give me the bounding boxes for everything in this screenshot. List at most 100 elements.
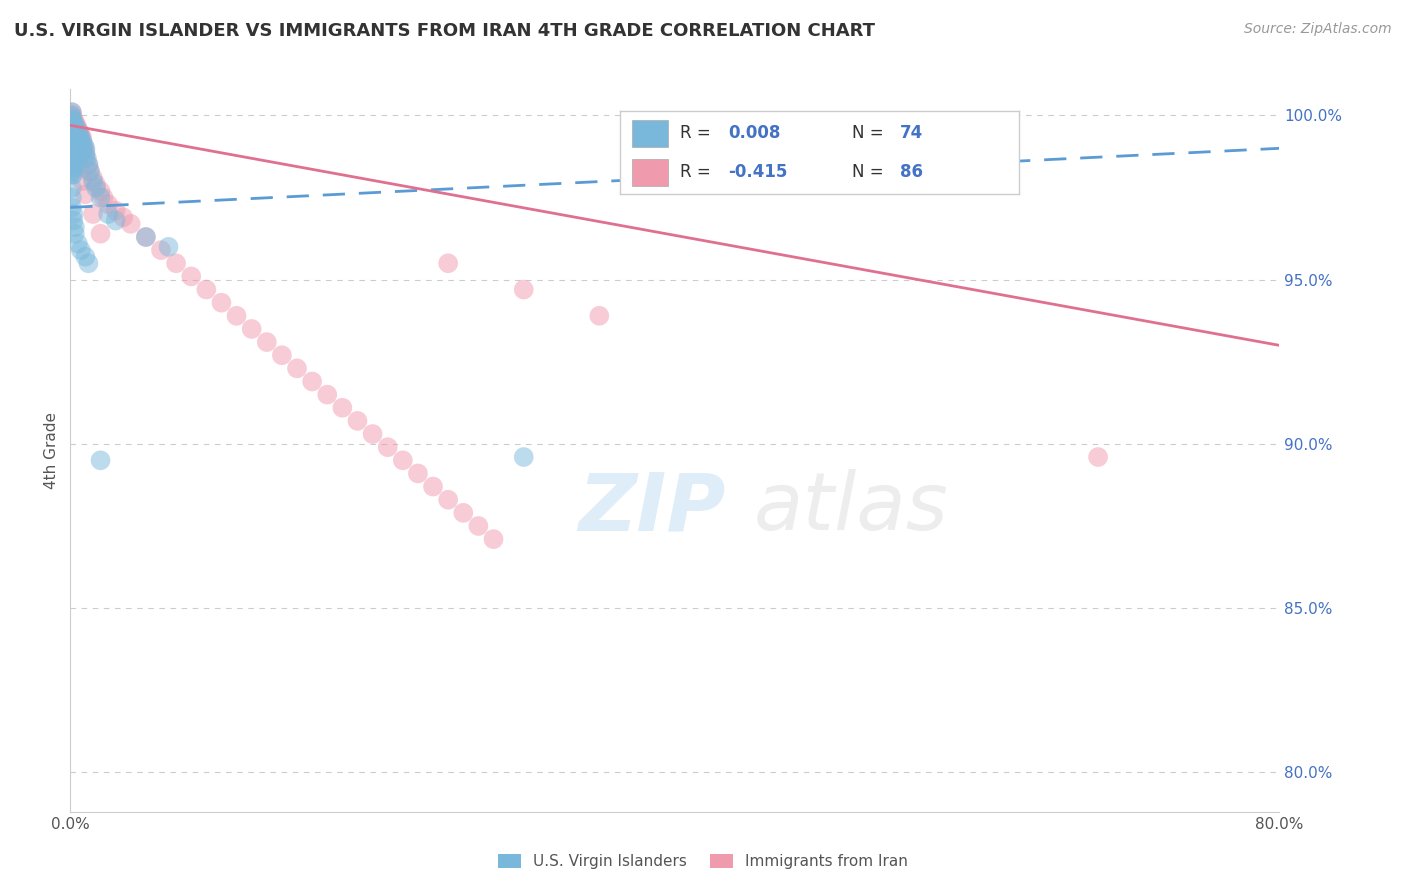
Point [60,164,83,178]
Point [60,151,83,165]
Point [63,128,86,143]
Point [66,125,89,139]
Text: ZIP: ZIP [578,469,725,548]
Point [75,141,97,155]
Point [63,227,86,241]
Point [62,213,84,227]
Point [60,125,83,139]
Point [60,125,83,139]
Point [62,145,84,159]
Point [588,309,610,323]
Point [66,145,89,159]
Point [60,121,83,136]
Point [60,138,83,153]
Point [84,180,107,194]
Point [62,154,84,169]
Legend: U.S. Virgin Islanders, Immigrants from Iran: U.S. Virgin Islanders, Immigrants from I… [492,848,914,875]
Point [406,467,429,481]
Point [482,532,505,546]
Point [75,148,97,162]
Point [73,138,96,153]
Point [60,131,83,145]
Point [77,158,100,172]
Point [377,440,399,454]
Point [60,128,83,143]
Point [67,161,90,175]
Point [1087,450,1109,464]
Point [79,164,101,178]
Point [60,135,83,149]
Point [60,115,83,129]
Point [62,128,84,143]
Point [62,112,84,126]
Point [513,450,536,464]
Point [62,115,84,129]
Point [63,121,86,136]
Point [180,269,202,284]
Point [82,170,104,185]
Point [63,141,86,155]
Point [67,148,90,162]
Point [437,256,460,270]
Point [67,128,90,143]
Point [150,243,172,257]
Point [332,401,354,415]
Point [60,121,83,136]
Point [82,174,104,188]
Point [157,240,180,254]
Point [285,361,308,376]
Point [467,519,489,533]
Point [60,105,83,120]
Point [66,135,89,149]
Point [361,427,384,442]
Point [72,174,94,188]
Text: U.S. VIRGIN ISLANDER VS IMMIGRANTS FROM IRAN 4TH GRADE CORRELATION CHART: U.S. VIRGIN ISLANDER VS IMMIGRANTS FROM … [14,22,875,40]
Point [165,256,187,270]
Point [75,250,97,264]
Point [270,348,294,362]
Point [65,131,87,145]
Point [67,131,90,145]
Point [97,197,120,211]
Point [97,207,120,221]
Point [90,453,111,467]
Point [72,135,94,149]
Point [112,211,135,225]
Point [65,121,87,136]
Point [60,108,83,122]
Point [62,121,84,136]
Point [62,135,84,149]
Point [195,283,218,297]
Point [72,138,94,153]
Point [346,414,368,428]
Point [65,125,87,139]
Point [70,135,93,149]
Point [77,256,100,270]
Point [225,309,247,323]
Point [60,128,83,143]
Point [60,108,83,122]
Point [301,375,323,389]
Point [70,131,93,145]
Point [63,135,86,149]
Point [84,178,107,192]
Point [437,492,460,507]
Point [60,154,83,169]
Point [391,453,415,467]
Point [65,148,87,162]
Point [60,112,83,126]
Point [62,135,84,149]
Point [60,191,83,205]
Point [104,203,127,218]
Point [66,154,89,169]
Point [66,135,89,149]
Point [60,112,83,126]
Point [72,145,94,159]
Point [60,201,83,215]
Point [62,125,84,139]
Point [256,335,278,350]
Point [90,227,111,241]
Point [63,138,86,153]
Point [79,164,101,178]
Point [93,191,115,205]
